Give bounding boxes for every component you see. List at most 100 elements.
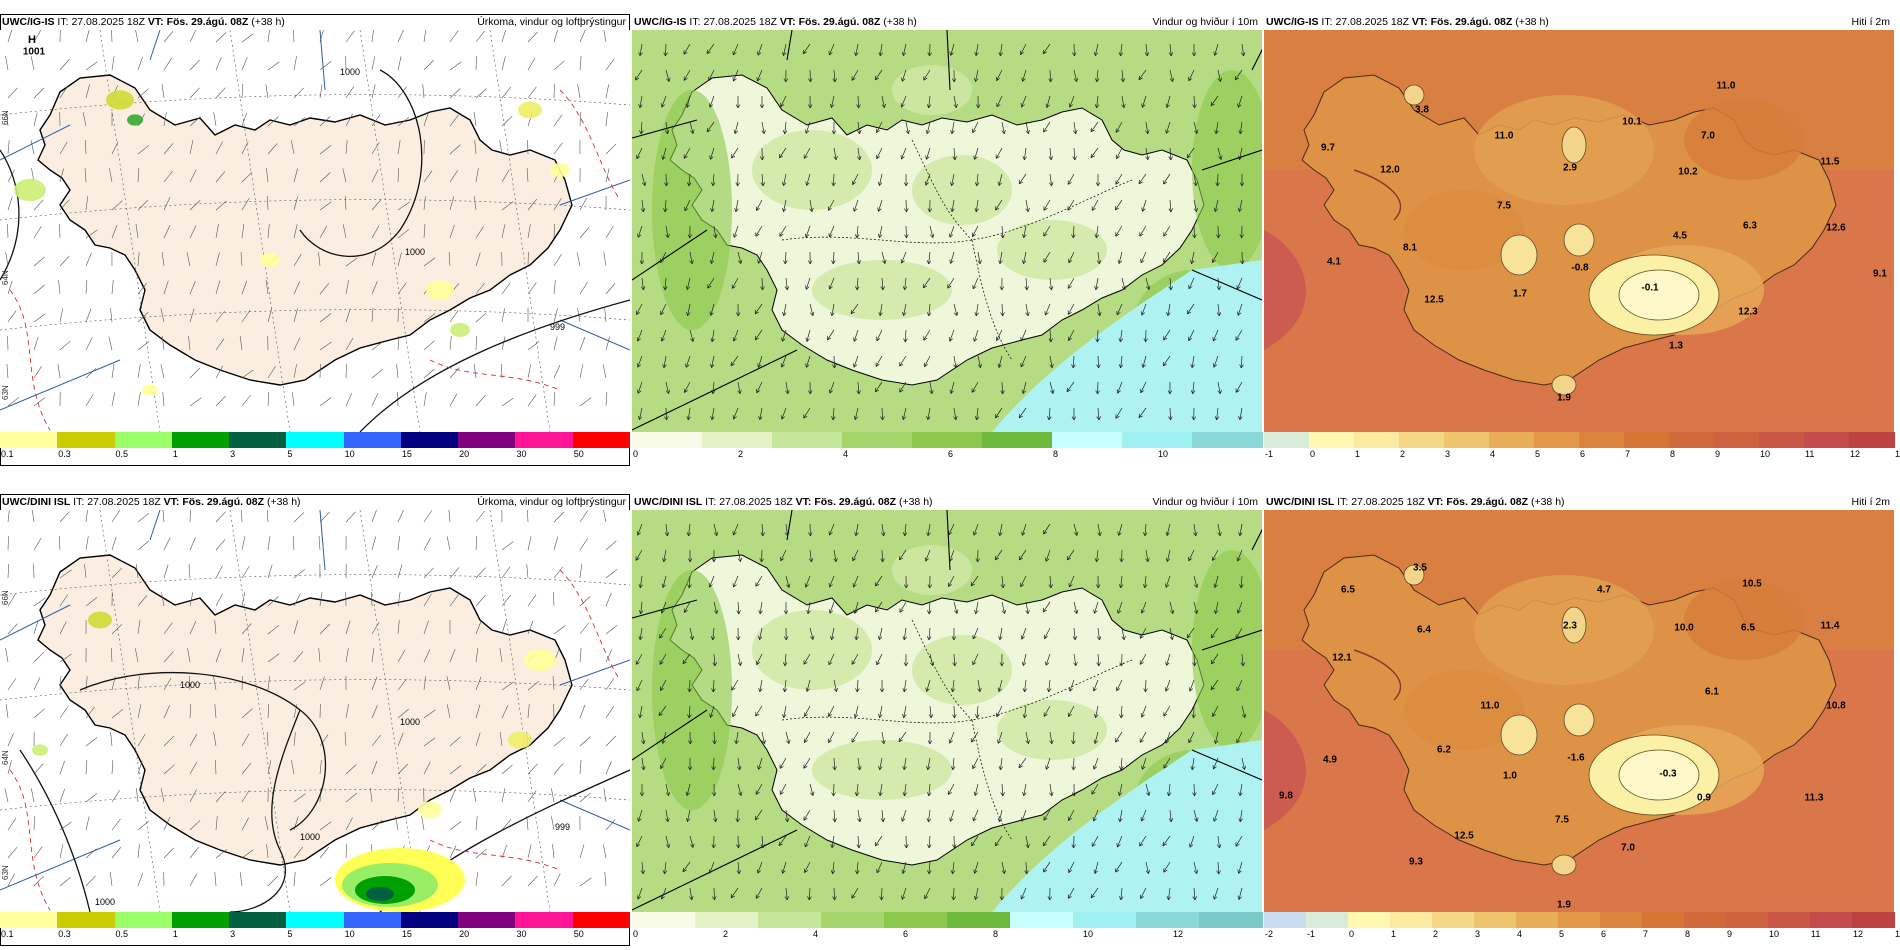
colorbar-tick-label: 0.1 bbox=[1, 449, 14, 459]
colorbar-swatch bbox=[0, 432, 58, 448]
colorbar-swatch bbox=[572, 912, 631, 928]
panel-title: Úrkoma, vindur og loftþrýstingur bbox=[477, 496, 626, 508]
isobar-label: 1000 bbox=[95, 897, 115, 907]
colorbar-tick-label: 10 bbox=[1769, 929, 1780, 939]
colorbar-swatch bbox=[400, 432, 459, 448]
colorbar-tick-label: 15 bbox=[401, 929, 412, 939]
latitude-label: 63N bbox=[1, 865, 10, 880]
temperature-value: 9.7 bbox=[1321, 142, 1335, 154]
temp-colorbar bbox=[1264, 912, 1895, 928]
colorbar-tick-label: 3 bbox=[230, 929, 236, 939]
colorbar-swatch bbox=[572, 432, 631, 448]
colorbar-tick-label: 5 bbox=[1559, 929, 1565, 939]
strong-wind-area bbox=[992, 740, 1262, 912]
isobar-label: 1000 bbox=[300, 832, 320, 842]
colorbar-swatch bbox=[1354, 432, 1400, 448]
colorbar-swatch bbox=[695, 912, 759, 928]
colorbar-tick-label: 12 bbox=[1850, 449, 1861, 459]
colorbar-swatch bbox=[1474, 912, 1517, 928]
wind-colorbar-ticks: 0 2 4 6 8 10 12 bbox=[632, 928, 1262, 940]
colorbar-swatch bbox=[1309, 432, 1355, 448]
colorbar-swatch bbox=[1558, 912, 1601, 928]
colorbar-tick-label: 0 bbox=[1310, 449, 1316, 459]
colorbar-tick-label: 9 bbox=[1727, 929, 1733, 939]
colorbar-tick-label: 1 bbox=[172, 929, 178, 939]
colorbar-swatch bbox=[1579, 432, 1625, 448]
temperature-value: 1.9 bbox=[1557, 392, 1571, 404]
colorbar-tick-label: 20 bbox=[459, 449, 470, 459]
isobars bbox=[0, 69, 630, 432]
precip-patches bbox=[32, 611, 556, 819]
colorbar-tick-label: 11 bbox=[1811, 929, 1821, 939]
colorbar-tick-label: 8 bbox=[993, 929, 999, 939]
temp-colorbar bbox=[1264, 432, 1895, 448]
temperature-value: 11.0 bbox=[1716, 80, 1736, 92]
colorbar-tick-label: -1 bbox=[1307, 929, 1316, 939]
isobar-label: 1000 bbox=[405, 247, 425, 257]
temperature-value: 3.5 bbox=[1413, 562, 1427, 574]
lat-lon-grid bbox=[0, 30, 630, 432]
cold-glacier-areas bbox=[1403, 84, 1720, 396]
panel-title: Hiti í 2m bbox=[1851, 496, 1890, 508]
colorbar-swatch bbox=[1192, 432, 1263, 448]
precip-colorbar-ticks: 0.1 0.3 0.5 1 3 5 10 15 20 30 50 bbox=[0, 928, 630, 940]
colorbar-tick-label: 50 bbox=[573, 929, 584, 939]
precip-panel-dini: UWC/DINI ISL IT: 27.08.2025 18Z VT: Fös.… bbox=[0, 494, 631, 946]
colorbar-swatch bbox=[1804, 432, 1850, 448]
colorbar-tick-label: 0 bbox=[633, 929, 639, 939]
colorbar-tick-label: 3 bbox=[1445, 449, 1451, 459]
colorbar-tick-label: 0.3 bbox=[58, 929, 71, 939]
colorbar-swatch bbox=[343, 912, 402, 928]
iceland-coastline bbox=[37, 74, 573, 386]
colorbar-tick-label: 50 bbox=[573, 449, 584, 459]
isobar-label: 1000 bbox=[400, 717, 420, 727]
colorbar-swatch bbox=[821, 912, 885, 928]
colorbar-tick-label: 30 bbox=[516, 449, 527, 459]
isobar-label: 1000 bbox=[340, 67, 360, 77]
colorbar-tick-label: 4 bbox=[843, 449, 849, 459]
colorbar-swatch bbox=[343, 432, 402, 448]
colorbar-tick-label: 2 bbox=[1433, 929, 1439, 939]
colorbar-swatch bbox=[1624, 432, 1670, 448]
isobar-label: 999 bbox=[550, 322, 565, 332]
temperature-value: 9.8 bbox=[1279, 790, 1293, 802]
colorbar-tick-label: 0.5 bbox=[115, 449, 129, 459]
colorbar-swatch bbox=[458, 912, 516, 928]
colorbar-tick-label: 2 bbox=[1400, 449, 1406, 459]
panel-header: UWC/IG-IS IT: 27.08.2025 18Z VT: Fös. 29… bbox=[634, 16, 1258, 28]
colorbar-tick-label: 12 bbox=[1173, 929, 1184, 939]
temperature-value: 6.2 bbox=[1437, 744, 1451, 756]
temperature-value: 12.6 bbox=[1826, 222, 1846, 234]
temperature-value: 4.1 bbox=[1327, 256, 1341, 268]
temperature-value: 10.1 bbox=[1622, 116, 1642, 128]
temperature-value: 10.8 bbox=[1826, 700, 1846, 712]
colorbar-tick-label: 15 bbox=[401, 449, 412, 459]
colorbar-tick-label: 13 bbox=[1895, 929, 1900, 939]
colorbar-swatch bbox=[1669, 432, 1715, 448]
colorbar-swatch bbox=[171, 912, 230, 928]
colorbar-swatch bbox=[515, 912, 574, 928]
colorbar-tick-label: 1 bbox=[172, 449, 178, 459]
colorbar-swatch bbox=[286, 432, 345, 448]
latitude-label: 64N bbox=[1, 270, 10, 285]
temperature-value: -0.1 bbox=[1641, 282, 1659, 294]
temperature-value: 8.1 bbox=[1403, 242, 1417, 254]
colorbar-swatch bbox=[1348, 912, 1391, 928]
colorbar-swatch bbox=[1489, 432, 1535, 448]
temperature-value: 10.5 bbox=[1742, 578, 1762, 590]
temperature-value: 4.9 bbox=[1323, 754, 1337, 766]
colorbar-tick-label: 10 bbox=[1158, 449, 1169, 459]
colorbar-tick-label: 3 bbox=[230, 449, 236, 459]
colorbar-swatch bbox=[1264, 912, 1307, 928]
lat-lon-grid bbox=[0, 510, 630, 912]
colorbar-tick-label: 6 bbox=[948, 449, 954, 459]
temperature-value: 12.0 bbox=[1380, 164, 1400, 176]
wind-map bbox=[632, 30, 1262, 432]
wind-colorbar-ticks: 0 2 4 6 8 10 bbox=[632, 448, 1262, 460]
temperature-value: 7.5 bbox=[1555, 814, 1569, 826]
colorbar-tick-label: 1 bbox=[1391, 929, 1397, 939]
colorbar-swatch bbox=[1684, 912, 1727, 928]
heavy-precip-area bbox=[366, 887, 394, 901]
colorbar-tick-label: 10 bbox=[1083, 929, 1094, 939]
temperature-value: 6.1 bbox=[1705, 686, 1719, 698]
